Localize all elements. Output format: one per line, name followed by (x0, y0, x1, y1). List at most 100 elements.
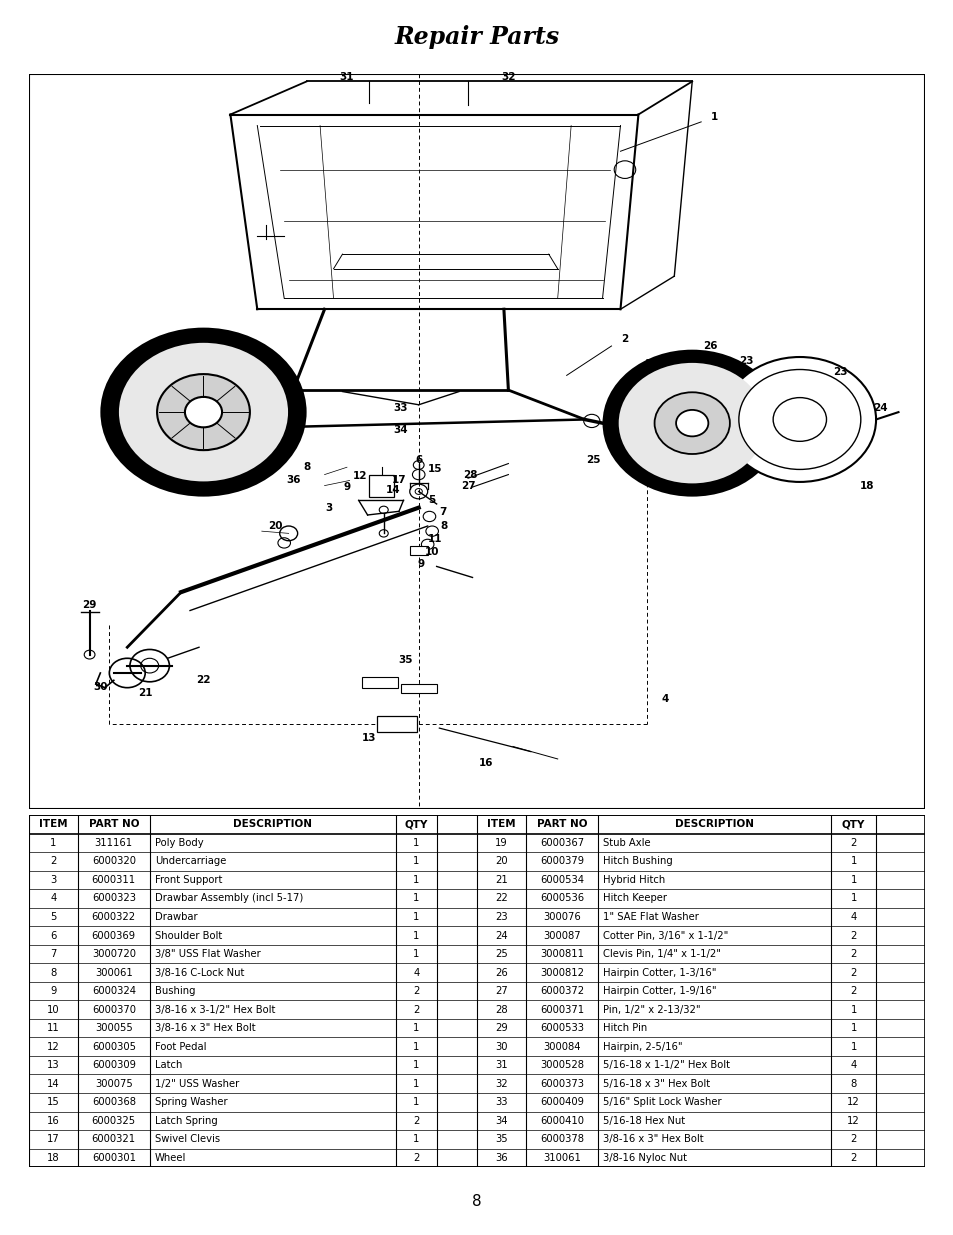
Text: Latch Spring: Latch Spring (155, 1115, 217, 1126)
Circle shape (119, 343, 288, 482)
Text: 27: 27 (495, 986, 508, 997)
Text: Hairpin, 2-5/16": Hairpin, 2-5/16" (603, 1041, 682, 1052)
Text: 2: 2 (849, 967, 856, 978)
Text: 6000367: 6000367 (539, 837, 583, 848)
Text: 1: 1 (413, 1060, 419, 1071)
Text: Pin, 1/2" x 2-13/32": Pin, 1/2" x 2-13/32" (603, 1004, 700, 1015)
Text: 9: 9 (51, 986, 56, 997)
Text: 6: 6 (51, 930, 56, 941)
Text: 1: 1 (51, 837, 56, 848)
Text: 6000379: 6000379 (539, 856, 583, 867)
Text: 6000371: 6000371 (539, 1004, 583, 1015)
Text: 300075: 300075 (95, 1078, 132, 1089)
Text: 6000369: 6000369 (91, 930, 135, 941)
Text: 12: 12 (846, 1115, 859, 1126)
Text: 6000536: 6000536 (539, 893, 583, 904)
Text: Latch: Latch (155, 1060, 182, 1071)
Text: 32: 32 (500, 72, 515, 82)
Text: 1: 1 (413, 911, 419, 923)
Text: 300061: 300061 (95, 967, 132, 978)
Text: 6000373: 6000373 (539, 1078, 583, 1089)
Text: QTY: QTY (841, 819, 864, 830)
Circle shape (602, 350, 781, 496)
Text: 13: 13 (47, 1060, 59, 1071)
Text: 3000720: 3000720 (91, 948, 135, 960)
Circle shape (722, 357, 875, 482)
Text: 3000811: 3000811 (539, 948, 583, 960)
Text: 22: 22 (196, 676, 211, 685)
Text: 20: 20 (268, 521, 282, 531)
Text: 9: 9 (343, 482, 350, 492)
Text: 32: 32 (495, 1078, 507, 1089)
Text: 2: 2 (413, 1115, 419, 1126)
Text: 311161: 311161 (94, 837, 132, 848)
Text: 14: 14 (47, 1078, 59, 1089)
Text: 5: 5 (428, 495, 436, 505)
Text: 23: 23 (495, 911, 507, 923)
Text: 6000320: 6000320 (91, 856, 135, 867)
Text: 6000533: 6000533 (539, 1023, 583, 1034)
Text: 13: 13 (362, 732, 376, 742)
Text: 300076: 300076 (543, 911, 580, 923)
Text: 27: 27 (460, 480, 475, 490)
Text: 6: 6 (415, 454, 422, 464)
Text: 21: 21 (138, 688, 152, 698)
Text: 1: 1 (413, 893, 419, 904)
Text: 18: 18 (47, 1152, 59, 1163)
Text: 310061: 310061 (542, 1152, 580, 1163)
Text: 16: 16 (478, 758, 493, 768)
Text: 22: 22 (495, 893, 508, 904)
Text: 29: 29 (82, 600, 96, 610)
Text: 6000309: 6000309 (91, 1060, 135, 1071)
Text: 29: 29 (495, 1023, 508, 1034)
Text: 3/8-16 C-Lock Nut: 3/8-16 C-Lock Nut (155, 967, 244, 978)
Text: DESCRIPTION: DESCRIPTION (675, 819, 754, 830)
Text: 3/8-16 x 3" Hex Bolt: 3/8-16 x 3" Hex Bolt (155, 1023, 255, 1034)
Text: 1" SAE Flat Washer: 1" SAE Flat Washer (603, 911, 699, 923)
Text: 3: 3 (325, 503, 333, 513)
Text: 2: 2 (849, 837, 856, 848)
Text: 1: 1 (849, 874, 856, 885)
Text: Front Support: Front Support (155, 874, 222, 885)
Text: 34: 34 (393, 426, 408, 436)
Text: PART NO: PART NO (89, 819, 139, 830)
Text: 21: 21 (495, 874, 508, 885)
Text: 25: 25 (586, 454, 600, 464)
Text: Spring Washer: Spring Washer (155, 1097, 228, 1108)
Circle shape (738, 369, 860, 469)
Text: 23: 23 (832, 367, 846, 377)
Text: 2: 2 (413, 1004, 419, 1015)
Text: ITEM: ITEM (39, 819, 68, 830)
Text: 34: 34 (495, 1115, 507, 1126)
Text: 4: 4 (850, 1060, 856, 1071)
Bar (376, 715, 416, 732)
Text: 2: 2 (51, 856, 56, 867)
Text: 18: 18 (859, 480, 873, 490)
Text: 4: 4 (661, 694, 668, 704)
Text: 1: 1 (849, 1023, 856, 1034)
Text: 1: 1 (849, 856, 856, 867)
Text: 19: 19 (495, 837, 508, 848)
Text: 31: 31 (339, 72, 354, 82)
Text: 300087: 300087 (543, 930, 580, 941)
Circle shape (100, 327, 306, 496)
Text: 6000305: 6000305 (91, 1041, 135, 1052)
Text: 6000378: 6000378 (539, 1134, 583, 1145)
Text: 23: 23 (738, 356, 753, 366)
Text: Cotter Pin, 3/16" x 1-1/2": Cotter Pin, 3/16" x 1-1/2" (603, 930, 728, 941)
Text: 7: 7 (51, 948, 56, 960)
Text: 3/8-16 x 3" Hex Bolt: 3/8-16 x 3" Hex Bolt (603, 1134, 703, 1145)
Text: 10: 10 (47, 1004, 59, 1015)
Text: 24: 24 (495, 930, 507, 941)
Text: Hairpin Cotter, 1-9/16": Hairpin Cotter, 1-9/16" (603, 986, 717, 997)
Bar (400, 684, 436, 693)
Text: 33: 33 (394, 404, 408, 414)
Text: 1: 1 (710, 111, 718, 122)
Text: 1: 1 (849, 893, 856, 904)
Text: 30: 30 (495, 1041, 507, 1052)
Text: 12: 12 (353, 471, 367, 482)
Text: 17: 17 (47, 1134, 60, 1145)
Text: 5/16-18 x 3" Hex Bolt: 5/16-18 x 3" Hex Bolt (603, 1078, 710, 1089)
Text: Poly Body: Poly Body (155, 837, 204, 848)
Text: 14: 14 (386, 485, 400, 495)
